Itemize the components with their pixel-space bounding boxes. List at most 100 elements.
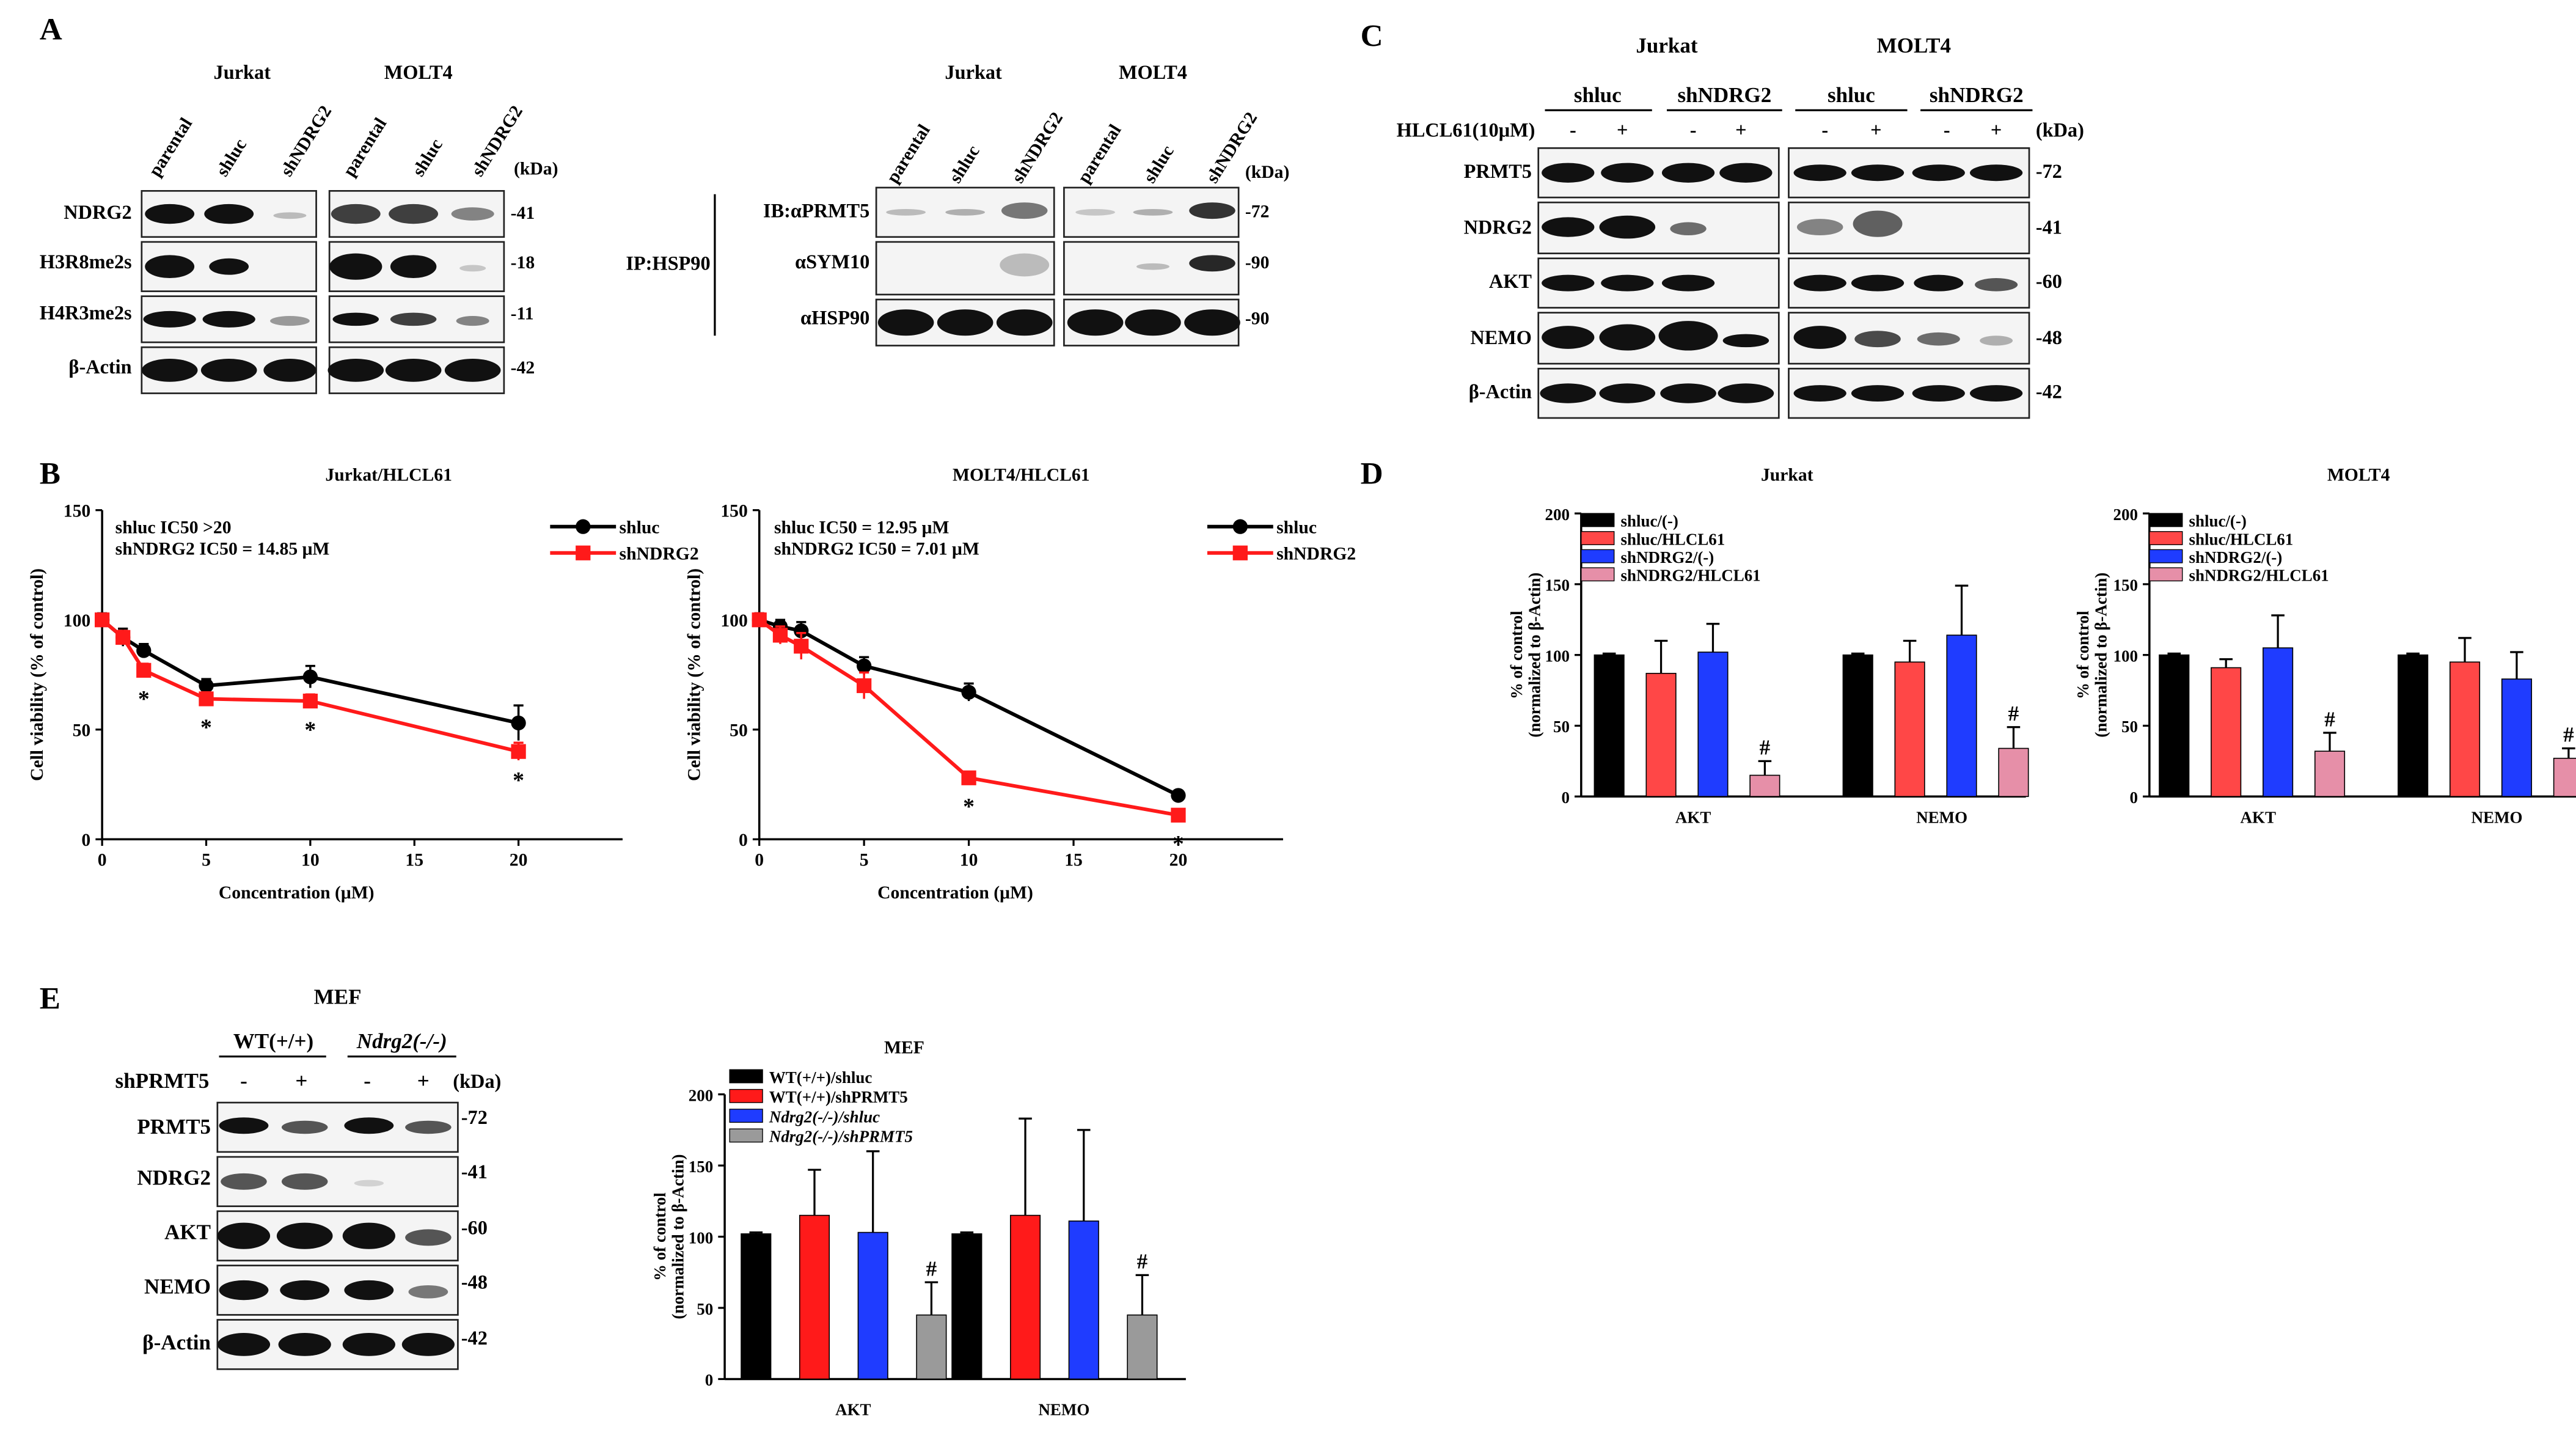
panel-c-blot: Jurkat MOLT4 shluc shNDRG2 shluc shNDRG2… <box>1397 34 2084 419</box>
series-line-shNDRG2 <box>758 618 1179 817</box>
legend-swatch <box>2149 549 2183 563</box>
lane-label: shNDRG2 <box>277 102 335 180</box>
y-tick-label: 100 <box>64 611 90 631</box>
group-label: shNDRG2 <box>1677 83 1771 107</box>
kda-marker: -48 <box>2036 326 2062 348</box>
legend-label: shluc/HLCL61 <box>1621 530 1725 548</box>
legend-label: shNDRG2 <box>1276 545 1356 564</box>
legend-label: shNDRG2/HLCL61 <box>2189 567 2329 585</box>
legend-swatch <box>2149 513 2183 527</box>
bar <box>1749 774 1780 798</box>
blot-band <box>1133 208 1173 216</box>
panel-letter-d: D <box>1361 457 1383 491</box>
blot-band <box>451 207 494 221</box>
y-tick-label: 100 <box>1545 647 1570 665</box>
blot-band <box>141 359 198 382</box>
x-tick-label: 10 <box>301 850 320 870</box>
blot-band <box>1970 164 2023 182</box>
legend-swatch <box>729 1128 763 1143</box>
kda-marker: -42 <box>511 358 535 378</box>
legend-swatch <box>1581 531 1615 545</box>
treatment-label: shPRMT5 <box>115 1069 210 1093</box>
blot-title: MEF <box>314 985 362 1009</box>
bar <box>2314 751 2346 798</box>
blot-row-label: NEMO <box>1470 326 1532 348</box>
blot-band <box>281 1120 328 1134</box>
blot-band <box>263 359 317 382</box>
y-tick-label: 50 <box>730 721 748 741</box>
lane-label: parental <box>1074 121 1125 186</box>
blot-band <box>1914 274 1964 292</box>
significance-star: * <box>200 715 212 741</box>
kda-marker: -41 <box>461 1161 488 1183</box>
blot-row-label: αHSP90 <box>800 306 869 328</box>
blot-band <box>1540 383 1597 403</box>
kda-marker: -11 <box>511 304 534 323</box>
category-label: AKT <box>835 1401 871 1419</box>
blot-band <box>344 1280 394 1301</box>
bar <box>951 1233 982 1380</box>
blot-row-label: β-Actin <box>68 356 131 378</box>
blot-row-label: AKT <box>164 1220 211 1244</box>
blot-band <box>401 1333 455 1356</box>
x-tick-label: 15 <box>405 850 423 870</box>
blot-band <box>1661 163 1715 183</box>
bar <box>1009 1214 1041 1380</box>
blot-band <box>1658 321 1718 351</box>
blot-band <box>1542 217 1595 237</box>
legend-swatch <box>1581 513 1615 527</box>
blot-band <box>270 315 310 326</box>
legend-label: shNDRG2/(-) <box>2189 548 2283 567</box>
y-tick-label: 200 <box>2113 505 2138 524</box>
treatment-sign: - <box>1944 119 1950 141</box>
y-tick-label: 0 <box>81 831 90 850</box>
panel-letter-b: B <box>40 457 60 491</box>
blot-row-label: NDRG2 <box>64 201 131 223</box>
chart-d-jurkat: Jurkat 0 50 100 150 200 % of control (normalize… <box>1507 465 2029 826</box>
blot-band <box>1670 222 1707 236</box>
cell-line-label: MOLT4 <box>384 61 453 83</box>
group-label: shluc <box>1574 83 1622 107</box>
treatment-sign: - <box>1570 119 1576 141</box>
blot-band <box>276 1222 333 1249</box>
chart-title: Jurkat <box>1761 465 1813 485</box>
kda-marker: -48 <box>461 1271 488 1293</box>
blot-row-label: NEMO <box>144 1274 211 1298</box>
treatment-sign: + <box>295 1069 307 1093</box>
bar <box>1645 672 1677 798</box>
blot-band <box>329 253 382 280</box>
blot-band <box>1912 385 1965 402</box>
blot-band <box>1599 215 1656 239</box>
x-tick-label: 5 <box>202 850 211 870</box>
group-label: shNDRG2 <box>1930 83 2024 107</box>
x-axis-label: Concentration (μM) <box>877 883 1033 903</box>
chart-b-molt4: MOLT4/HLCL61 0 50 100 150 0 5 10 15 20 Concentrati… <box>685 465 1356 903</box>
blot-band <box>217 1333 271 1356</box>
blot-row-label: AKT <box>1489 270 1532 292</box>
y-tick-label: 150 <box>64 502 90 521</box>
ip-label: IP:HSP90 <box>626 252 710 274</box>
treatment-sign: + <box>1870 119 1881 141</box>
blot-band <box>145 255 195 279</box>
legend-label: shNDRG2/HLCL61 <box>1621 567 1761 585</box>
chart-d-molt4: MOLT4 0 50 100 150 200 % of control (normalized… <box>2074 465 2576 826</box>
legend-label: shluc/HLCL61 <box>2189 530 2294 548</box>
bar <box>2449 661 2481 798</box>
legend-label: shluc/(-) <box>1621 512 1678 530</box>
kda-header: (kDa) <box>453 1070 501 1092</box>
blot-band <box>1136 263 1169 270</box>
blot-band <box>221 1173 267 1190</box>
y-tick-label: 50 <box>73 721 91 741</box>
y-axis-label: % of control <box>2074 611 2092 699</box>
category-label: AKT <box>1675 808 1711 826</box>
significance-hash: # <box>2324 707 2335 731</box>
bar <box>1842 654 1873 798</box>
data-point <box>302 693 318 709</box>
lane-label: shluc <box>213 136 251 180</box>
legend-marker <box>576 545 591 560</box>
kda-header: (kDa) <box>2036 119 2084 141</box>
blot-band <box>273 212 307 219</box>
blot-band <box>1542 274 1595 292</box>
